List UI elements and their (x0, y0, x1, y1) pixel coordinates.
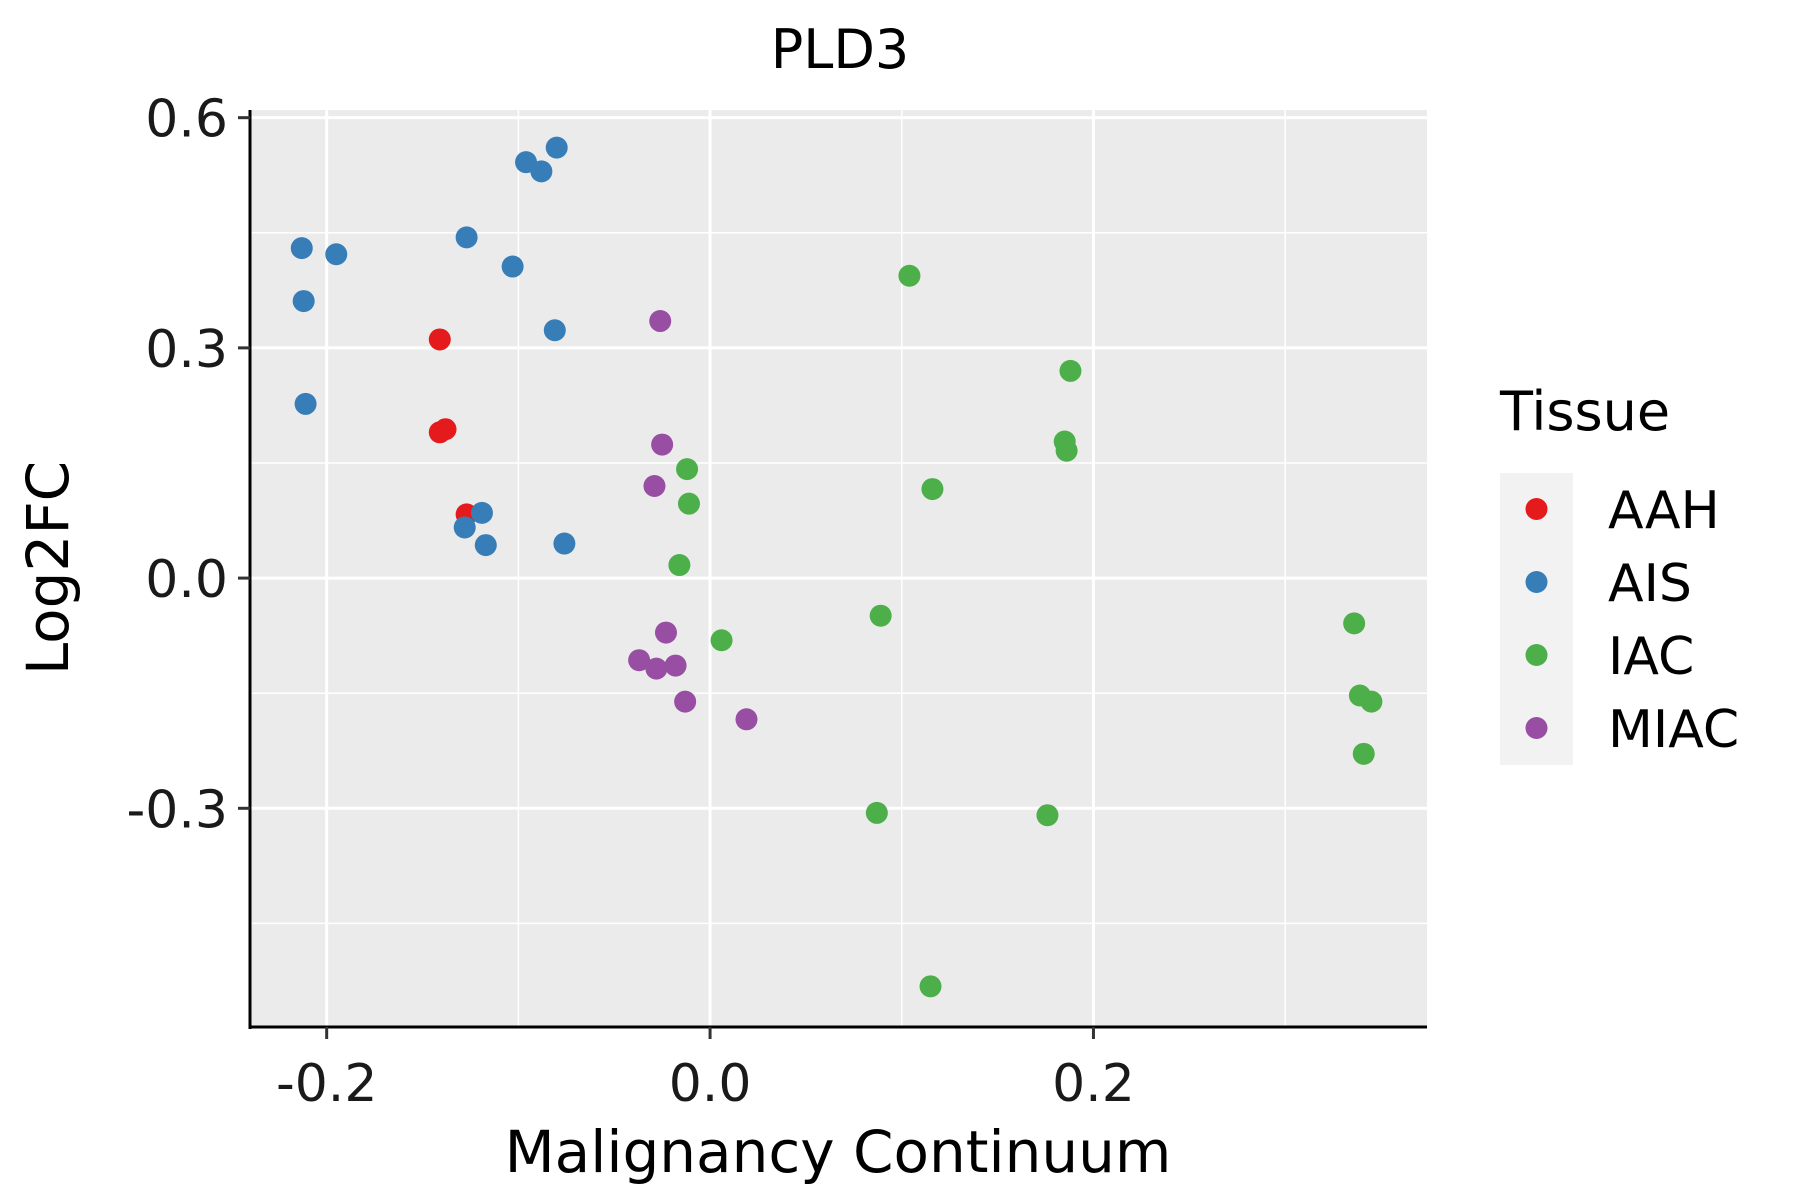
point-miac (735, 708, 758, 731)
legend-key-background (1500, 473, 1573, 765)
point-ais (453, 516, 476, 539)
point-iac (1352, 742, 1375, 765)
point-aah (434, 418, 457, 441)
point-ais (292, 290, 315, 313)
plot-background (250, 110, 1427, 1027)
point-ais (470, 501, 493, 524)
point-iac (1343, 612, 1366, 635)
x-axis-title: Malignancy Continuum (505, 1118, 1172, 1186)
point-miac (664, 654, 687, 677)
legend-label-ais: AIS (1608, 554, 1692, 614)
point-iac (668, 554, 691, 577)
point-ais (474, 534, 497, 557)
y-axis-ticks: -0.3 0.0 0.3 0.6 (127, 90, 250, 840)
point-iac (676, 458, 699, 481)
point-miac (651, 433, 674, 456)
legend: Tissue AAH AIS IAC MIAC (1499, 380, 1739, 765)
axes: -0.2 0.0 0.2 -0.3 0.0 0.3 0.6 (127, 90, 1427, 1114)
point-ais (545, 136, 568, 159)
point-ais (325, 243, 348, 266)
point-iac (677, 492, 700, 515)
y-axis-title: Log2FC (14, 461, 82, 675)
x-tick-label: 0.2 (1052, 1054, 1135, 1114)
y-tick-label: 0.3 (145, 320, 228, 380)
legend-label-aah: AAH (1608, 481, 1720, 541)
point-miac (643, 475, 666, 498)
legend-key-aah (1525, 498, 1548, 520)
point-miac (628, 649, 651, 672)
point-ais (455, 226, 478, 249)
point-iac (1036, 804, 1059, 827)
point-ais (530, 160, 553, 183)
y-tick-label: -0.3 (127, 780, 228, 840)
legend-title: Tissue (1499, 380, 1670, 443)
point-ais (543, 319, 566, 342)
point-ais (501, 255, 524, 278)
y-tick-label: 0.0 (145, 550, 228, 610)
point-iac (898, 264, 921, 287)
legend-label-iac: IAC (1608, 627, 1694, 687)
point-iac (865, 801, 888, 824)
x-tick-label: -0.2 (276, 1054, 377, 1114)
point-iac (710, 629, 733, 652)
point-iac (919, 975, 942, 998)
x-tick-label: 0.0 (669, 1054, 752, 1114)
point-ais (294, 392, 317, 415)
point-iac (1360, 690, 1383, 713)
minor-gridlines (250, 110, 1427, 1027)
legend-label-miac: MIAC (1608, 700, 1739, 760)
point-miac (649, 310, 672, 333)
point-miac (674, 690, 697, 713)
point-miac (645, 657, 668, 680)
legend-key-iac (1525, 644, 1548, 666)
point-iac (1059, 359, 1082, 382)
point-iac (1055, 439, 1078, 462)
point-miac (654, 621, 677, 644)
legend-key-ais (1525, 571, 1548, 593)
x-axis-ticks: -0.2 0.0 0.2 (276, 1027, 1135, 1114)
y-tick-label: 0.6 (145, 90, 228, 150)
plot-panel (250, 110, 1427, 1027)
point-ais (553, 532, 576, 555)
point-iac (869, 604, 892, 627)
legend-key-miac (1525, 717, 1548, 739)
point-aah (428, 328, 451, 351)
point-ais (290, 237, 313, 260)
chart-title: PLD3 (771, 18, 910, 81)
major-gridlines (250, 110, 1427, 1027)
point-iac (921, 478, 944, 501)
legend-items: AAH AIS IAC MIAC (1525, 481, 1739, 760)
data-points (290, 136, 1383, 998)
